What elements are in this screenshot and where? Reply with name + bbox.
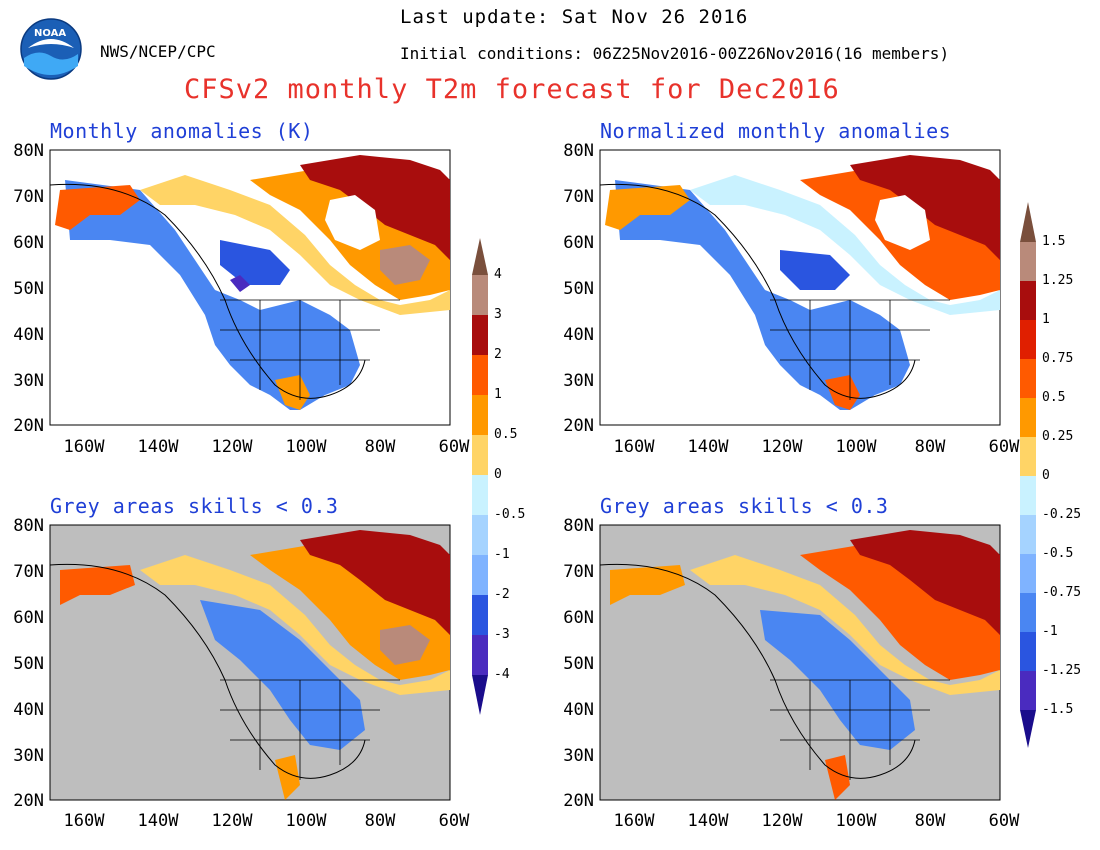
lat-label: 30N (13, 371, 44, 391)
lon-label: 160W (63, 811, 105, 831)
lon-label: 120W (761, 811, 803, 831)
colorbar-2-label: -0.5 (1042, 546, 1074, 561)
lon-label: 80W (364, 811, 396, 831)
colorbar-2-label: 0 (1042, 468, 1050, 483)
logo-text: NOAA (34, 28, 67, 39)
lat-label: 30N (563, 746, 594, 766)
panel-title-1: Monthly anomalies (K) (50, 119, 314, 143)
colorbar-1-label: 0.5 (494, 427, 518, 442)
lon-label: 160W (613, 811, 655, 831)
lat-label: 70N (13, 562, 44, 582)
lat-label: 30N (563, 371, 594, 391)
colorbar-2-label: -0.75 (1042, 585, 1082, 600)
agency-label: NWS/NCEP/CPC (100, 42, 216, 61)
lat-label: 20N (13, 791, 44, 811)
lat-label: 20N (13, 416, 44, 436)
colorbar-1-label: -1 (494, 547, 510, 562)
noaa-logo-icon (20, 18, 82, 80)
lon-label: 120W (761, 437, 803, 457)
panel-title-3: Grey areas skills < 0.3 (50, 494, 339, 518)
colorbar-1-label: 3 (494, 307, 502, 322)
colorbar-2-top-arrow (1020, 202, 1036, 242)
colorbar-1-label: -2 (494, 587, 510, 602)
lon-label: 120W (211, 811, 253, 831)
colorbar-1-label: -4 (494, 667, 510, 682)
lon-label: 60W (988, 811, 1020, 831)
colorbar-normalized (1020, 202, 1036, 748)
lat-label: 40N (563, 700, 594, 720)
lat-label: 40N (13, 700, 44, 720)
lon-label: 60W (988, 437, 1020, 457)
colorbar-1-label: -0.5 (494, 507, 526, 522)
colorbar-2-label: 0.5 (1042, 390, 1066, 405)
colorbar-1-label: 1 (494, 387, 502, 402)
initial-conditions: Initial conditions: 06Z25Nov2016-00Z26No… (400, 44, 950, 63)
colorbar-1-top-arrow (472, 238, 488, 275)
lon-label: 100W (285, 811, 327, 831)
lat-label: 80N (563, 141, 594, 161)
lat-label: 70N (563, 562, 594, 582)
map-panel-4 (599, 524, 1001, 801)
lat-label: 80N (13, 141, 44, 161)
lon-label: 120W (211, 437, 253, 457)
colorbar-1-label: -3 (494, 627, 510, 642)
panel-title-4: Grey areas skills < 0.3 (600, 494, 889, 518)
panel-title-2: Normalized monthly anomalies (600, 119, 952, 143)
colorbar-2-label: 1.25 (1042, 273, 1074, 288)
lat-label: 70N (563, 187, 594, 207)
colorbar-1-bottom-arrow (472, 675, 488, 715)
colorbar-2-bottom-arrow (1020, 710, 1036, 748)
colorbar-2-label: 1 (1042, 312, 1050, 327)
lon-label: 80W (914, 811, 946, 831)
main-title: CFSv2 monthly T2m forecast for Dec2016 (184, 74, 840, 105)
colorbar-2-label: -0.25 (1042, 507, 1082, 522)
lon-label: 60W (438, 811, 470, 831)
lat-label: 20N (563, 791, 594, 811)
lon-label: 140W (687, 437, 729, 457)
colorbar-1-label: 2 (494, 347, 502, 362)
lat-label: 20N (563, 416, 594, 436)
lon-label: 140W (687, 811, 729, 831)
lat-label: 30N (13, 746, 44, 766)
lat-label: 60N (13, 608, 44, 628)
map-panel-1 (49, 149, 451, 426)
colorbar-1-label: 0 (494, 467, 502, 482)
map-panel-2 (599, 149, 1001, 426)
lat-label: 60N (563, 608, 594, 628)
lon-label: 140W (137, 437, 179, 457)
lon-label: 160W (613, 437, 655, 457)
colorbar-2-label: -1 (1042, 624, 1058, 639)
lat-label: 50N (563, 654, 594, 674)
lat-label: 50N (13, 279, 44, 299)
lat-label: 40N (563, 325, 594, 345)
lon-label: 160W (63, 437, 105, 457)
colorbar-2-label: 0.75 (1042, 351, 1074, 366)
noaa-logo: NOAA (20, 18, 82, 80)
lat-label: 40N (13, 325, 44, 345)
lon-label: 80W (914, 437, 946, 457)
last-update: Last update: Sat Nov 26 2016 (400, 6, 749, 28)
lon-label: 60W (438, 437, 470, 457)
lat-label: 80N (563, 516, 594, 536)
lon-label: 100W (835, 437, 877, 457)
lon-label: 140W (137, 811, 179, 831)
lon-label: 80W (364, 437, 396, 457)
map-panel-3 (49, 524, 451, 801)
lat-label: 50N (13, 654, 44, 674)
colorbar-2-label: 1.5 (1042, 234, 1066, 249)
colorbar-2-label: 0.25 (1042, 429, 1074, 444)
lon-label: 100W (835, 811, 877, 831)
colorbar-2-label: -1.25 (1042, 663, 1082, 678)
lat-label: 60N (13, 233, 44, 253)
lat-label: 60N (563, 233, 594, 253)
lat-label: 70N (13, 187, 44, 207)
colorbar-1-label: 4 (494, 267, 502, 282)
lat-label: 80N (13, 516, 44, 536)
colorbar-2-label: -1.5 (1042, 702, 1074, 717)
lat-label: 50N (563, 279, 594, 299)
lon-label: 100W (285, 437, 327, 457)
colorbar-anomalies (472, 238, 488, 715)
